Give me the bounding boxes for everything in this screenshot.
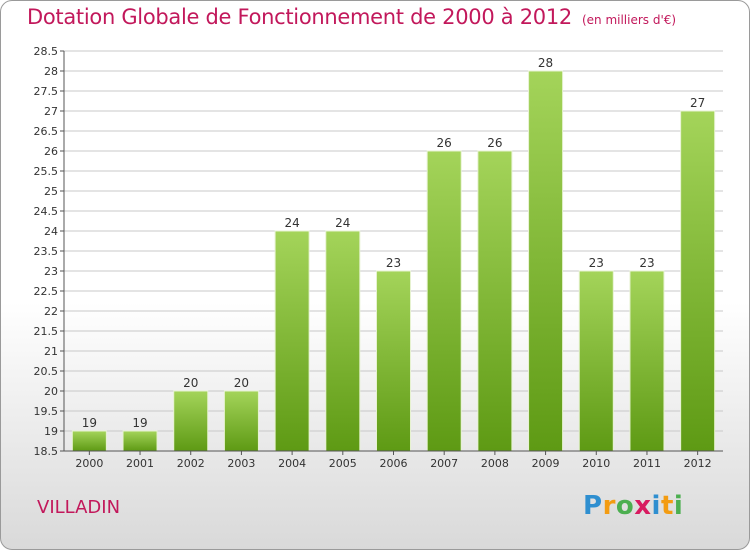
- bar: [426, 150, 462, 452]
- y-tick-label: 28: [44, 65, 58, 78]
- x-tick-label: 2007: [430, 457, 458, 470]
- chart-unit: (en milliers d'€): [581, 13, 677, 27]
- bar-value-label: 27: [690, 96, 705, 110]
- proxiti-logo: Proxiti: [583, 491, 683, 521]
- bar: [274, 230, 310, 452]
- x-tick-label: 2005: [329, 457, 357, 470]
- bar: [223, 390, 259, 452]
- y-tick-label: 22.5: [34, 285, 59, 298]
- bar-value-label: 24: [335, 216, 350, 230]
- bar: [71, 430, 107, 452]
- bar: [477, 150, 513, 452]
- y-tick-label: 27.5: [34, 85, 59, 98]
- x-tick-label: 2012: [684, 457, 712, 470]
- axes: [60, 50, 723, 455]
- bar-value-label: 26: [437, 136, 452, 150]
- y-tick-label: 26: [44, 145, 58, 158]
- x-tick-label: 2011: [633, 457, 661, 470]
- bar: [173, 390, 209, 452]
- y-tick-label: 22: [44, 305, 58, 318]
- bar-value-label: 23: [639, 256, 654, 270]
- y-tick-label: 26.5: [34, 125, 59, 138]
- bar: [528, 70, 564, 452]
- y-tick-label: 24.5: [34, 205, 59, 218]
- bar-value-label: 23: [386, 256, 401, 270]
- y-tick-label: 20: [44, 385, 58, 398]
- y-tick-label: 21: [44, 345, 58, 358]
- bar-value-label: 26: [487, 136, 502, 150]
- bar: [578, 270, 614, 452]
- bar: [122, 430, 158, 452]
- y-tick-label: 24: [44, 225, 58, 238]
- x-tick-label: 2009: [532, 457, 560, 470]
- x-tick-label: 2004: [278, 457, 306, 470]
- y-tick-label: 19.5: [34, 405, 59, 418]
- logo-letter: i: [673, 491, 684, 521]
- bar-value-label: 19: [82, 416, 97, 430]
- x-tick-label: 2001: [126, 457, 154, 470]
- y-tick-label: 19: [44, 425, 58, 438]
- y-tick-label: 23: [44, 265, 58, 278]
- x-tick-label: 2002: [177, 457, 205, 470]
- bar: [629, 270, 665, 452]
- y-tick-label: 20.5: [34, 365, 59, 378]
- bar-value-label: 24: [284, 216, 299, 230]
- bar-value-label: 23: [589, 256, 604, 270]
- x-tick-label: 2003: [227, 457, 255, 470]
- commune-name: VILLADIN: [37, 497, 121, 518]
- bar: [376, 270, 411, 452]
- x-tick-label: 2008: [481, 457, 509, 470]
- y-tick-label: 21.5: [34, 325, 59, 338]
- y-tick-label: 23.5: [34, 245, 59, 258]
- bar-value-label: 20: [183, 376, 198, 390]
- y-tick-label: 25: [44, 185, 58, 198]
- y-tick-label: 27: [44, 105, 58, 118]
- y-tick-label: 18.5: [34, 445, 59, 458]
- y-tick-label: 28.5: [34, 45, 59, 58]
- chart-title: Dotation Globale de Fonctionnement de 20…: [27, 5, 676, 29]
- x-tick-label: 2010: [582, 457, 610, 470]
- chart-title-text: Dotation Globale de Fonctionnement de 20…: [27, 5, 572, 29]
- bar: [680, 110, 716, 452]
- bar-value-label: 19: [132, 416, 147, 430]
- bars: [71, 70, 716, 452]
- labels: 18.5 19 19.5 20 20.5 21 21.5 22 22.5 23 23.5 24 24.5…: [34, 45, 712, 470]
- bar: [325, 230, 361, 452]
- logo-letter: x: [634, 491, 652, 521]
- logo-letter: P: [583, 491, 603, 521]
- logo-letter: t: [660, 491, 674, 521]
- logo-letter: i: [651, 491, 661, 521]
- y-tick-label: 25.5: [34, 165, 59, 178]
- bar-value-label: 20: [234, 376, 249, 390]
- x-tick-label: 2000: [75, 457, 103, 470]
- logo-letter: o: [615, 491, 635, 521]
- bar-value-label: 28: [538, 56, 553, 70]
- logo-letter: r: [602, 491, 616, 521]
- x-tick-label: 2006: [380, 457, 408, 470]
